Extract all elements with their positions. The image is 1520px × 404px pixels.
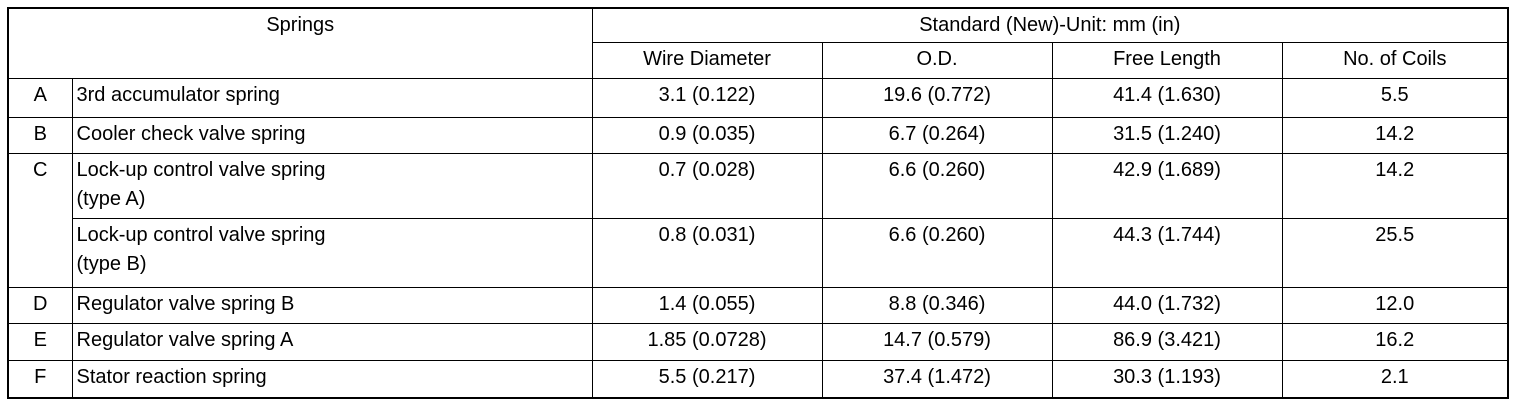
table-row: B Cooler check valve spring 0.9 (0.035) 6.7… xyxy=(7,116,1509,154)
value-cell: 44.0 (1.732) xyxy=(1051,286,1283,324)
value-cell: 14.2 xyxy=(1281,116,1509,154)
name-line: Regulator valve spring A xyxy=(76,328,294,351)
value-cell: 42.9 (1.689) xyxy=(1051,152,1283,219)
value-cell: 6.7 (0.264) xyxy=(821,116,1053,154)
row-letter: B xyxy=(7,116,73,154)
name-line: Stator reaction spring xyxy=(76,365,267,388)
table-body: Springs Standard (New)-Unit: mm (in) Wire … xyxy=(7,7,1509,399)
table-row: E Regulator valve spring A 1.85 (0.0728) 14… xyxy=(7,322,1509,361)
value-cell: 0.8 (0.031) xyxy=(591,217,823,288)
value-cell: 14.2 xyxy=(1281,152,1509,219)
table-row: A 3rd accumulator spring 3.1 (0.122) 19.6 (… xyxy=(7,77,1509,118)
value-cell: 5.5 (0.217) xyxy=(591,359,823,399)
value-cell: 6.6 (0.260) xyxy=(821,152,1053,219)
value-cell: 0.9 (0.035) xyxy=(591,116,823,154)
row-letter: A xyxy=(7,77,73,118)
value-cell: 6.6 (0.260) xyxy=(821,217,1053,288)
column-header: No. of Coils xyxy=(1281,41,1509,79)
column-header: O.D. xyxy=(821,41,1053,79)
name-line: Regulator valve spring B xyxy=(76,292,295,315)
value-cell: 31.5 (1.240) xyxy=(1051,116,1283,154)
name-line: (type B) xyxy=(76,252,147,275)
spring-table: Springs Standard (New)-Unit: mm (in) Wire … xyxy=(7,7,1510,399)
row-letter: F xyxy=(7,359,73,399)
row-letter: E xyxy=(7,322,73,361)
table-row: Springs Standard (New)-Unit: mm (in) xyxy=(7,7,1509,79)
row-letter: D xyxy=(7,286,73,324)
name-line: Lock-up control valve spring xyxy=(76,223,326,246)
spring-name: Lock-up control valve spring (type A) xyxy=(71,152,593,219)
value-cell: 30.3 (1.193) xyxy=(1051,359,1283,399)
name-line: Cooler check valve spring xyxy=(76,122,306,145)
spring-name: Cooler check valve spring xyxy=(71,116,593,154)
value-cell: 1.85 (0.0728) xyxy=(591,322,823,361)
value-cell: 37.4 (1.472) xyxy=(821,359,1053,399)
spring-name: 3rd accumulator spring xyxy=(71,77,593,118)
table-row: C Lock-up control valve spring (type A) 0.7… xyxy=(7,152,1509,288)
column-header: Free Length xyxy=(1051,41,1283,79)
spring-name: Regulator valve spring B xyxy=(71,286,593,324)
value-cell: 0.7 (0.028) xyxy=(591,152,823,219)
table-row: F Stator reaction spring 5.5 (0.217) 37.4 (… xyxy=(7,359,1509,399)
value-cell: 14.7 (0.579) xyxy=(821,322,1053,361)
header-cell: Springs xyxy=(7,7,593,79)
value-cell: 25.5 xyxy=(1281,217,1509,288)
name-line: Lock-up control valve spring xyxy=(76,158,326,181)
value-cell: 19.6 (0.772) xyxy=(821,77,1053,118)
table-row: Wire Diameter O.D. Free Length No. of Coils xyxy=(8,41,1509,79)
header-cell: Standard (New)-Unit: mm (in) xyxy=(591,7,1509,43)
spring-name: Regulator valve spring A xyxy=(71,322,593,361)
value-cell: 2.1 xyxy=(1281,359,1509,399)
value-cell: 3.1 (0.122) xyxy=(591,77,823,118)
value-cell: 44.3 (1.744) xyxy=(1051,217,1283,288)
value-cell: 86.9 (3.421) xyxy=(1051,322,1283,361)
value-cell: 8.8 (0.346) xyxy=(821,286,1053,324)
value-cell: 5.5 xyxy=(1281,77,1509,118)
name-line: 3rd accumulator spring xyxy=(76,83,280,106)
column-header: Wire Diameter xyxy=(591,41,823,79)
table-row: Lock-up control valve spring (type B) 0.8 … xyxy=(8,217,1509,288)
spring-name: Stator reaction spring xyxy=(71,359,593,399)
value-cell: 12.0 xyxy=(1281,286,1509,324)
value-cell: 1.4 (0.055) xyxy=(591,286,823,324)
spring-name: Lock-up control valve spring (type B) xyxy=(71,217,593,288)
row-letter: C xyxy=(7,152,73,288)
name-line: (type A) xyxy=(76,187,146,210)
value-cell: 16.2 xyxy=(1281,322,1509,361)
table-row: D Regulator valve spring B 1.4 (0.055) 8.8 … xyxy=(7,286,1509,324)
value-cell: 41.4 (1.630) xyxy=(1051,77,1283,118)
